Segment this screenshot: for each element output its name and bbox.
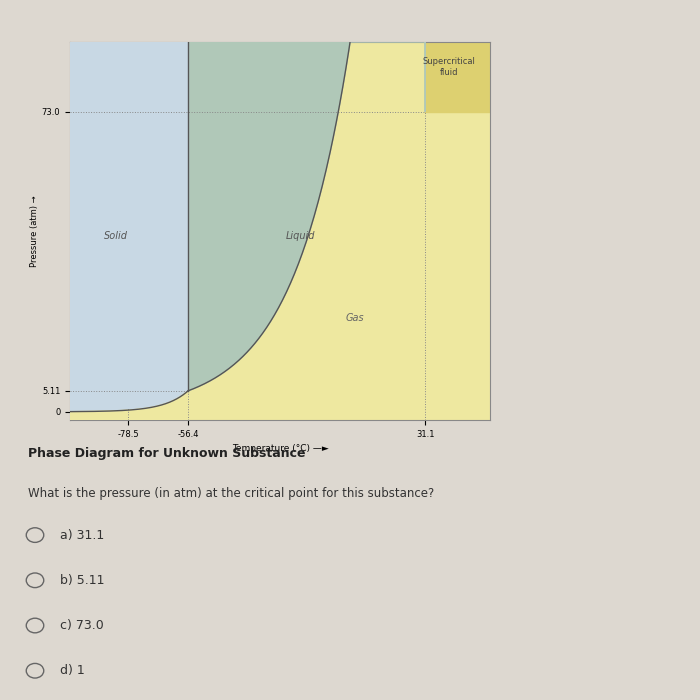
Polygon shape [188, 0, 425, 391]
Text: b) 5.11: b) 5.11 [60, 574, 104, 587]
Text: What is the pressure (in atm) at the critical point for this substance?: What is the pressure (in atm) at the cri… [28, 487, 434, 500]
Polygon shape [425, 42, 490, 112]
Y-axis label: Pressure (atm) →: Pressure (atm) → [30, 195, 39, 267]
X-axis label: Temperature (°C) —►: Temperature (°C) —► [232, 444, 328, 454]
Polygon shape [70, 391, 188, 412]
Text: c) 73.0: c) 73.0 [60, 619, 104, 632]
Polygon shape [70, 391, 188, 420]
Text: Liquid: Liquid [286, 231, 315, 241]
Polygon shape [70, 42, 188, 391]
Text: a) 31.1: a) 31.1 [60, 528, 104, 542]
Text: Solid: Solid [104, 231, 128, 241]
Text: Gas: Gas [345, 314, 364, 323]
Polygon shape [70, 42, 188, 391]
Text: d) 1: d) 1 [60, 664, 84, 677]
Text: Phase Diagram for Unknown Substance: Phase Diagram for Unknown Substance [28, 447, 305, 461]
Text: Supercritical
fluid: Supercritical fluid [423, 57, 476, 77]
